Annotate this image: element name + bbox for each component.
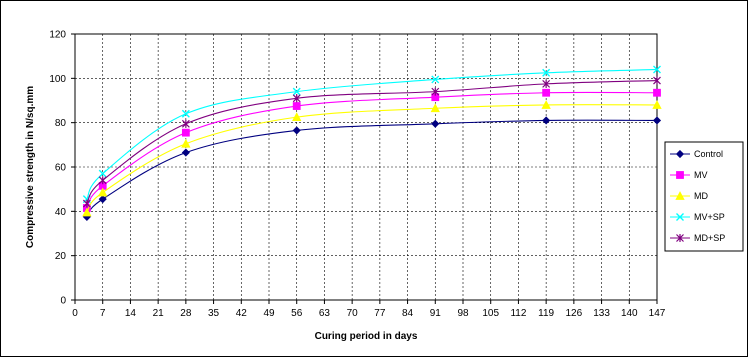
data-point (98, 169, 107, 178)
x-tick-label: 105 (482, 308, 499, 319)
series-md-sp (82, 76, 661, 208)
legend-marker (676, 171, 684, 179)
y-tick-label: 20 (55, 251, 67, 262)
legend-label: MV+SP (694, 212, 725, 222)
y-tick-label: 120 (49, 30, 66, 41)
x-tick-label: 119 (538, 308, 554, 319)
data-point (431, 87, 440, 96)
data-point (181, 148, 190, 157)
legend-entry: MV (670, 170, 708, 180)
x-tick-label: 7 (100, 308, 106, 319)
x-tick-label: 133 (593, 308, 610, 319)
x-tick-label: 21 (153, 308, 165, 319)
data-point (98, 176, 107, 185)
data-point (292, 102, 301, 110)
series-group (82, 65, 662, 221)
x-tick-label: 140 (621, 308, 638, 319)
data-point (181, 138, 191, 148)
x-tick-label: 84 (402, 308, 414, 319)
x-axis-title: Curing period in days (315, 331, 418, 342)
x-tick-label: 77 (374, 308, 386, 319)
data-point (653, 76, 661, 85)
x-tick-label: 28 (180, 308, 192, 319)
plot-area (74, 33, 658, 301)
data-point (430, 103, 440, 113)
grid (74, 33, 658, 301)
x-tick-label: 126 (566, 308, 583, 319)
data-point (653, 65, 661, 74)
data-point (181, 128, 190, 137)
legend-label: MD (694, 191, 708, 201)
y-tick-label: 80 (55, 118, 67, 129)
data-point (292, 126, 301, 135)
data-point (431, 119, 440, 128)
legend-marker (676, 213, 684, 221)
series-mv-sp (82, 65, 661, 204)
x-tick-label: 49 (263, 308, 275, 319)
data-point (652, 116, 662, 125)
legend-marker (675, 149, 685, 159)
legend-label: MV (694, 170, 708, 180)
legend-entry: MV+SP (670, 212, 725, 222)
data-point (542, 68, 551, 77)
x-tick-label: 70 (347, 308, 359, 319)
data-point (541, 100, 551, 109)
data-point (653, 88, 661, 97)
x-tick-label: 56 (291, 308, 303, 319)
data-point (652, 100, 662, 109)
legend-entry: Control (670, 149, 723, 159)
data-point (292, 87, 301, 96)
axes: 0 7 14 21 28 35 42 49 56 63 70 77 84 91 98 105 112 119 126… (49, 30, 665, 320)
data-point (542, 88, 551, 97)
y-tick-label: 40 (55, 207, 67, 218)
x-tick-label: 63 (319, 308, 331, 319)
data-point (82, 199, 91, 208)
legend-entry: MD+SP (670, 233, 725, 243)
legend-label: MD+SP (694, 233, 725, 243)
legend-entry: MD (670, 191, 708, 201)
legend-marker (675, 191, 685, 200)
series-md (82, 100, 662, 217)
x-tick-label: 91 (430, 308, 442, 319)
x-tick-label: 0 (72, 308, 78, 319)
x-tick-label: 147 (649, 308, 666, 319)
x-tick-label: 42 (236, 308, 248, 319)
legend-label: Control (694, 149, 723, 159)
x-tick-label: 98 (457, 308, 469, 319)
data-point (181, 119, 190, 128)
data-point (542, 79, 551, 88)
data-point (292, 94, 301, 103)
data-point (82, 207, 92, 217)
data-point (181, 109, 190, 118)
x-tick-label: 14 (125, 308, 137, 319)
data-point (98, 187, 108, 197)
y-tick-label: 0 (60, 296, 66, 307)
legend-marker (676, 234, 684, 242)
y-axis-title: Compressive strength in N/sq.mm (25, 86, 36, 248)
data-point (292, 112, 302, 122)
y-tick-label: 100 (49, 74, 66, 85)
x-tick-label: 112 (510, 308, 526, 319)
legend: Control MV MD MV+SP MD+SP (664, 141, 744, 252)
y-tick-label: 60 (55, 163, 67, 174)
data-point (542, 116, 551, 125)
data-point (431, 75, 440, 84)
x-tick-label: 35 (208, 308, 220, 319)
data-point (98, 195, 107, 204)
